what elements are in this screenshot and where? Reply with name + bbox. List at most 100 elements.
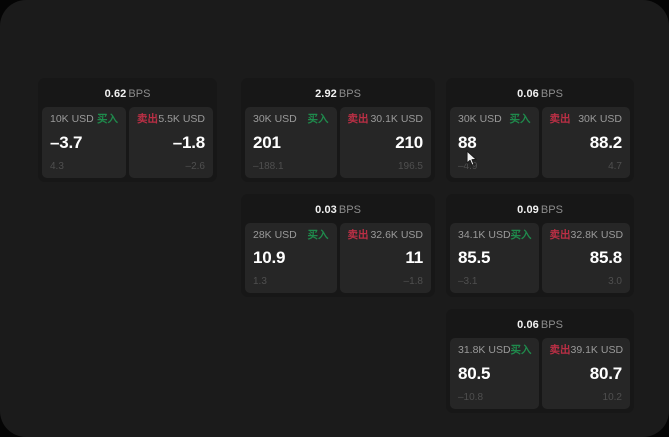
- bps-unit-label: BPS: [540, 203, 563, 216]
- sell-delta: 10.2: [602, 391, 622, 403]
- buy-price: 88: [458, 132, 477, 152]
- buy-action-label[interactable]: 买入: [307, 228, 329, 241]
- side-top-row: 卖出 32.8K USD: [549, 228, 624, 241]
- bps-unit-label: BPS: [338, 88, 361, 100]
- bps-unit-label: BPS: [540, 88, 563, 100]
- card-header: 0.09 BPS: [450, 199, 630, 223]
- buy-size-label: 34.1K USD: [458, 228, 511, 241]
- sell-size-label: 5.5K USD: [158, 113, 205, 125]
- card-sides: 31.8K USD 买入 80.5 –10.8 卖出 39.1K USD 80.7 10.2: [450, 338, 630, 409]
- bps-unit-label: BPS: [128, 88, 151, 100]
- buy-delta: –4.9: [458, 160, 478, 172]
- side-top-row: 卖出 39.1K USD: [549, 344, 624, 356]
- bps-value: 0.06: [517, 88, 539, 100]
- sell-price: 85.8: [589, 248, 622, 267]
- quote-card[interactable]: 0.62 BPS 10K USD 买入 –3.7 4.3 卖出 5.5K USD –1.8 –2.…: [38, 78, 217, 182]
- sell-action-label[interactable]: 卖出: [549, 344, 571, 356]
- sell-price: –1.8: [172, 132, 205, 152]
- buy-delta: 1.3: [253, 276, 267, 287]
- buy-price: 85.5: [458, 248, 491, 267]
- column-left: 0.62 BPS 10K USD 买入 –3.7 4.3 卖出 5.5K USD –1.8 –2.…: [38, 78, 217, 194]
- card-header: 0.62 BPS: [42, 83, 213, 107]
- sell-delta: 196.5: [397, 160, 423, 172]
- buy-delta: –3.1: [458, 276, 478, 287]
- buy-size-label: 30K USD: [253, 113, 297, 125]
- card-sides: 28K USD 买入 10.9 1.3 卖出 32.6K USD 11 –1.8: [245, 222, 431, 293]
- sell-size-label: 32.6K USD: [370, 228, 423, 241]
- side-top-row: 卖出 30K USD: [550, 114, 623, 125]
- side-top-row: 卖出 32.6K USD: [347, 228, 424, 241]
- side-top-row: 卖出 30.1K USD: [348, 114, 424, 125]
- column-right: 0.06 BPS 30K USD 买入 88 –4.9 卖出 30K USD 88.2 4.7 0.…: [446, 78, 634, 425]
- side-top-row: 10K USD 买入: [50, 114, 118, 125]
- buy-side[interactable]: 10K USD 买入 –3.7 4.3: [42, 107, 126, 178]
- buy-side[interactable]: 31.8K USD 买入 80.5 –10.8: [450, 338, 539, 409]
- sell-price: 11: [405, 248, 423, 267]
- sell-action-label[interactable]: 卖出: [347, 113, 369, 125]
- buy-side[interactable]: 30K USD 买入 201 –188.1: [245, 107, 337, 178]
- sell-delta: 4.7: [608, 160, 622, 172]
- buy-delta: –10.8: [458, 391, 484, 403]
- sell-size-label: 30K USD: [578, 113, 622, 125]
- quote-card[interactable]: 0.03 BPS 28K USD 买入 10.9 1.3 卖出 32.6K USD 11 –1.8: [241, 193, 435, 297]
- sell-side[interactable]: 卖出 39.1K USD 80.7 10.2: [541, 338, 630, 409]
- bps-unit-label: BPS: [338, 203, 361, 216]
- buy-side[interactable]: 34.1K USD 买入 85.5 –3.1: [450, 222, 539, 293]
- buy-delta: 4.3: [50, 160, 64, 172]
- buy-price: 201: [253, 132, 281, 152]
- buy-action-label[interactable]: 买入: [97, 113, 118, 125]
- buy-action-label[interactable]: 买入: [509, 113, 531, 125]
- sell-side[interactable]: 卖出 5.5K USD –1.8 –2.6: [129, 107, 213, 178]
- side-top-row: 卖出 5.5K USD: [137, 114, 205, 125]
- sell-action-label[interactable]: 卖出: [549, 113, 571, 125]
- sell-side[interactable]: 卖出 32.6K USD 11 –1.8: [339, 222, 431, 293]
- buy-action-label[interactable]: 买入: [307, 113, 329, 125]
- sell-size-label: 32.8K USD: [570, 228, 624, 241]
- sell-size-label: 30.1K USD: [370, 113, 423, 125]
- sell-side[interactable]: 卖出 30K USD 88.2 4.7: [541, 107, 630, 178]
- card-header: 0.03 BPS: [245, 199, 431, 223]
- card-header: 0.06 BPS: [450, 314, 630, 338]
- buy-action-label[interactable]: 买入: [510, 344, 532, 356]
- card-header: 2.92 BPS: [245, 83, 431, 107]
- quote-card[interactable]: 0.06 BPS 30K USD 买入 88 –4.9 卖出 30K USD 88.2 4.7: [446, 78, 634, 182]
- sell-delta: 3.0: [608, 276, 622, 287]
- card-sides: 34.1K USD 买入 85.5 –3.1 卖出 32.8K USD 85.8 3.0: [450, 222, 630, 293]
- bps-value: 0.09: [517, 203, 539, 216]
- card-sides: 30K USD 买入 88 –4.9 卖出 30K USD 88.2 4.7: [450, 107, 630, 178]
- sell-delta: –2.6: [185, 160, 205, 172]
- card-sides: 10K USD 买入 –3.7 4.3 卖出 5.5K USD –1.8 –2.6: [42, 107, 213, 178]
- column-middle: 2.92 BPS 30K USD 买入 201 –188.1 卖出 30.1K USD 210 1…: [241, 78, 435, 309]
- buy-size-label: 31.8K USD: [458, 344, 511, 356]
- quote-card[interactable]: 0.09 BPS 34.1K USD 买入 85.5 –3.1 卖出 32.8K USD 85.…: [446, 193, 634, 297]
- quote-card[interactable]: 0.06 BPS 31.8K USD 买入 80.5 –10.8 卖出 39.1K USD 80…: [446, 309, 634, 413]
- buy-size-label: 28K USD: [253, 228, 297, 241]
- bps-value: 0.62: [104, 88, 127, 100]
- buy-size-label: 30K USD: [458, 113, 502, 125]
- bps-unit-label: BPS: [540, 319, 563, 331]
- sell-action-label[interactable]: 卖出: [549, 228, 571, 241]
- side-top-row: 34.1K USD 买入: [458, 228, 532, 241]
- buy-price: 80.5: [458, 363, 491, 383]
- buy-side[interactable]: 30K USD 买入 88 –4.9: [450, 107, 539, 178]
- buy-price: 10.9: [253, 248, 286, 267]
- side-top-row: 30K USD 买入: [458, 114, 531, 125]
- side-top-row: 30K USD 买入: [253, 114, 329, 125]
- buy-side[interactable]: 28K USD 买入 10.9 1.3: [245, 222, 337, 293]
- sell-side[interactable]: 卖出 30.1K USD 210 196.5: [339, 107, 431, 178]
- buy-delta: –188.1: [253, 160, 284, 172]
- sell-side[interactable]: 卖出 32.8K USD 85.8 3.0: [541, 222, 630, 293]
- sell-action-label[interactable]: 卖出: [137, 113, 158, 125]
- bps-value: 0.06: [517, 319, 539, 331]
- side-top-row: 28K USD 买入: [253, 228, 329, 241]
- buy-action-label[interactable]: 买入: [510, 228, 532, 241]
- quote-board: 0.62 BPS 10K USD 买入 –3.7 4.3 卖出 5.5K USD –1.8 –2.…: [38, 78, 634, 413]
- quote-card[interactable]: 2.92 BPS 30K USD 买入 201 –188.1 卖出 30.1K USD 210 1…: [241, 78, 435, 182]
- sell-size-label: 39.1K USD: [570, 344, 624, 356]
- sell-price: 210: [395, 132, 423, 152]
- sell-action-label[interactable]: 卖出: [347, 228, 369, 241]
- buy-price: –3.7: [50, 132, 83, 152]
- sell-price: 80.7: [589, 363, 622, 383]
- card-sides: 30K USD 买入 201 –188.1 卖出 30.1K USD 210 196.5: [245, 107, 431, 178]
